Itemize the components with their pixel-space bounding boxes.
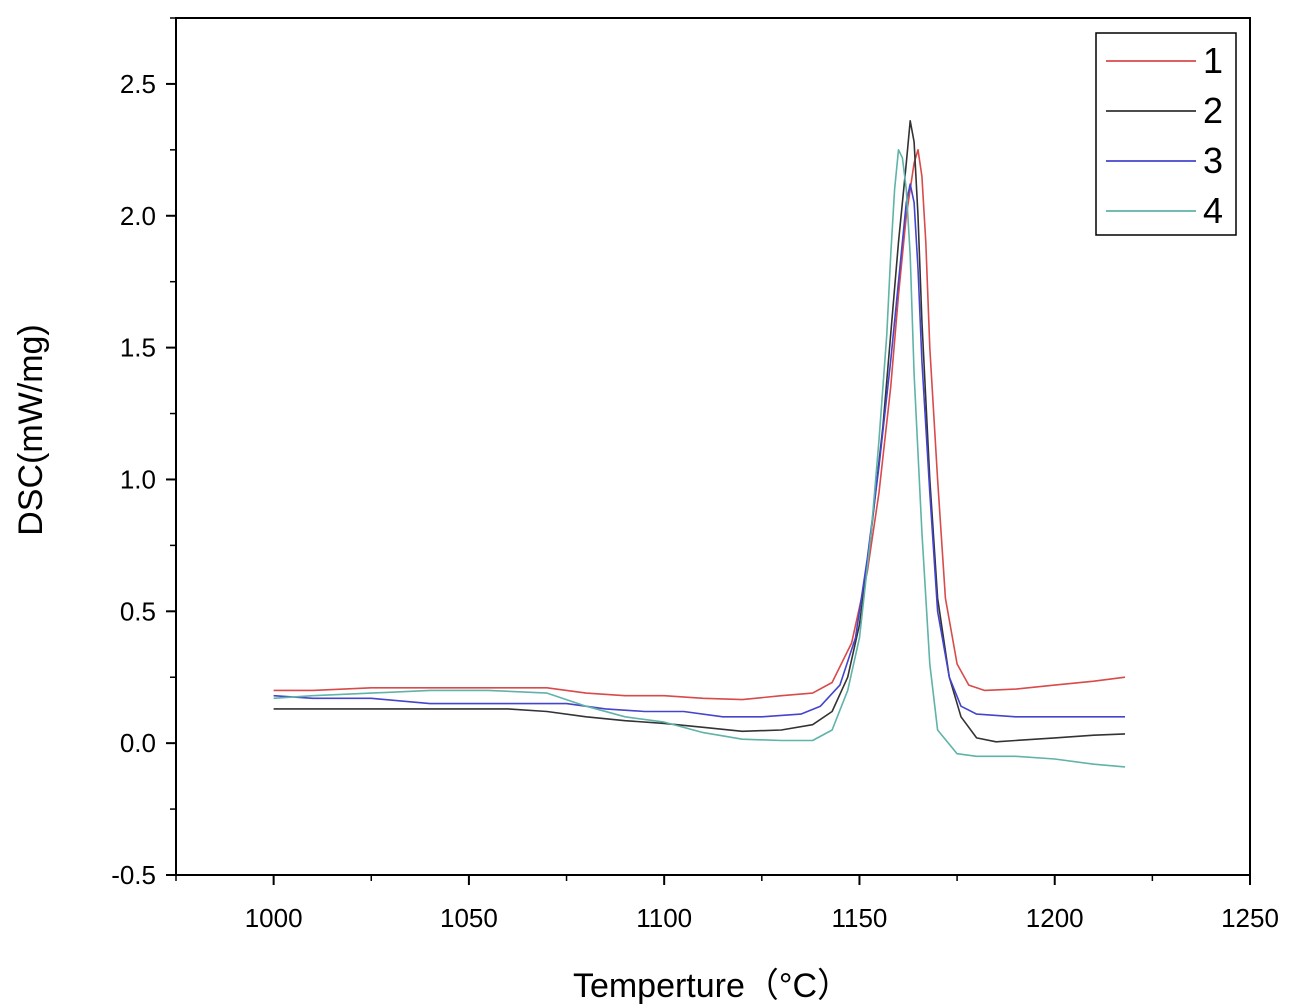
legend-label-4: 4 — [1203, 190, 1223, 231]
axes: 1000 1050 1100 1150 1200 1250 -0.5 0.0 0.5 1.0 1.5… — [111, 17, 1279, 933]
legend: 1 2 3 4 — [1095, 32, 1237, 236]
y-tick-label: 1.0 — [120, 464, 156, 494]
series-line-3 — [273, 183, 1125, 718]
y-tick-label: 1.5 — [120, 333, 156, 363]
y-tick-label: 0.5 — [120, 596, 156, 626]
legend-box — [1095, 32, 1237, 236]
x-tick-label: 1000 — [245, 903, 303, 933]
x-axis-title: Temperture（°C） — [573, 967, 851, 1005]
y-tick-label: 0.0 — [120, 728, 156, 758]
x-tick-label: 1250 — [1221, 903, 1279, 933]
x-tick-label: 1200 — [1026, 903, 1084, 933]
legend-label-1: 1 — [1203, 40, 1223, 81]
x-tick-label: 1050 — [440, 903, 498, 933]
y-tick-label: 2.0 — [120, 201, 156, 231]
series-line-2 — [273, 120, 1126, 743]
y-tick-label: -0.5 — [111, 860, 156, 890]
x-tick-label: 1150 — [831, 903, 887, 933]
legend-label-2: 2 — [1203, 90, 1223, 131]
plot-frame — [175, 17, 1251, 876]
y-tick-label: 2.5 — [120, 69, 156, 99]
series-line-1 — [273, 149, 1126, 701]
y-axis-title: DSC(mW/mg) — [12, 324, 50, 536]
plot-area — [273, 120, 1126, 768]
series-line-4 — [273, 149, 1126, 768]
legend-label-3: 3 — [1203, 140, 1223, 181]
x-tick-label: 1100 — [636, 903, 692, 933]
